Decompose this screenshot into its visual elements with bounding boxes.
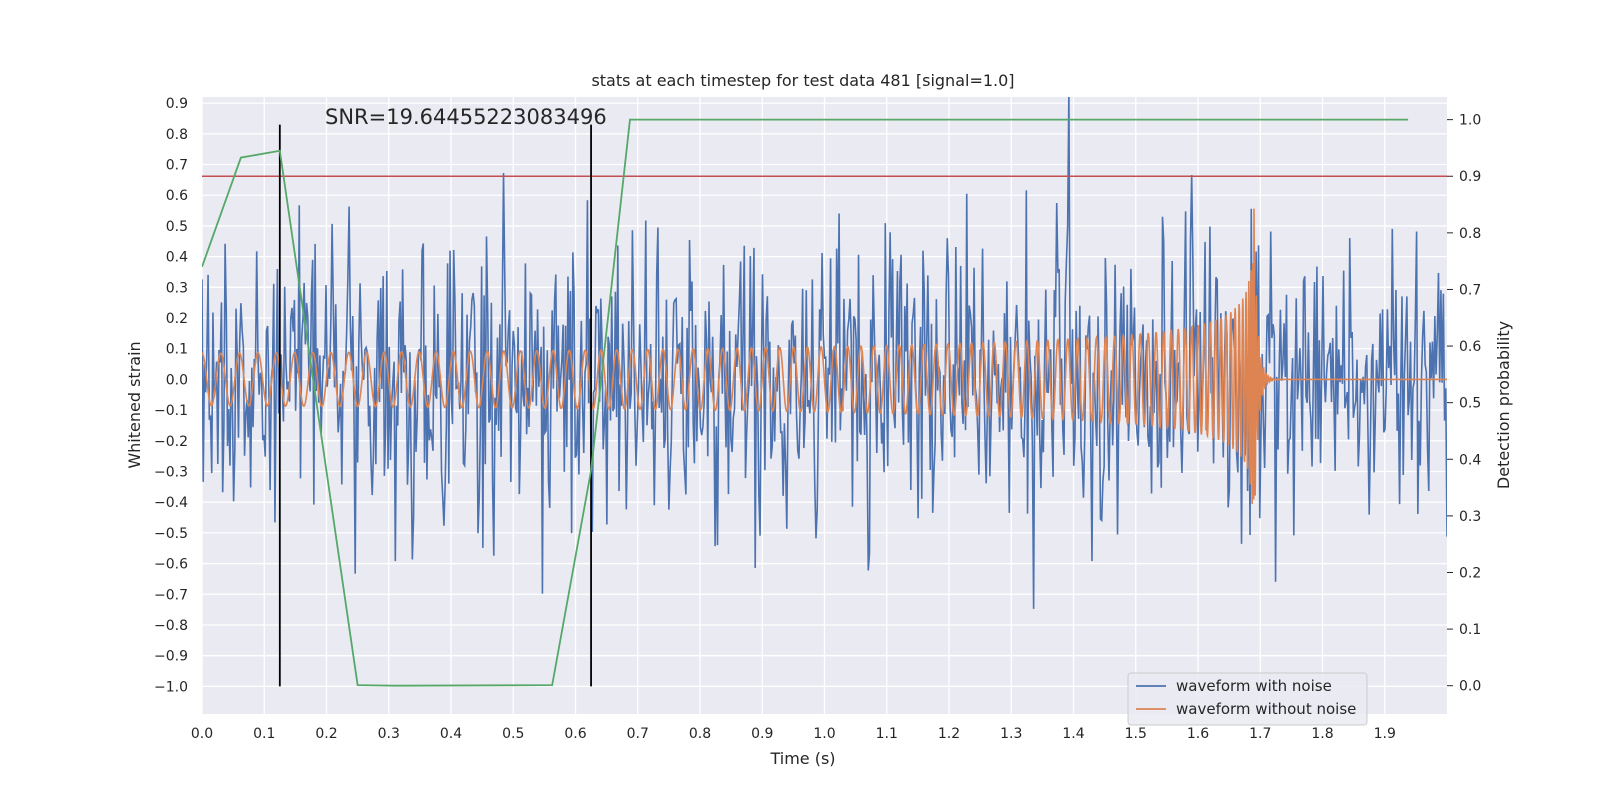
x-tick-label: 0.2 bbox=[315, 726, 337, 742]
y2-tick-label: 0.7 bbox=[1459, 282, 1481, 298]
y2-tick-label: 0.2 bbox=[1459, 565, 1481, 581]
grid bbox=[201, 97, 1447, 714]
legend-box bbox=[1127, 672, 1368, 726]
x-axis-label: Time (s) bbox=[769, 749, 835, 768]
x-tick-label: 0.4 bbox=[440, 726, 462, 742]
y-tick-label: 0.7 bbox=[166, 158, 188, 174]
y2-tick-label: 0.0 bbox=[1459, 679, 1481, 695]
y-tick-label: 0.2 bbox=[166, 311, 188, 327]
y2-tick-label: 0.9 bbox=[1459, 169, 1481, 185]
chart-title: stats at each timestep for test data 481… bbox=[591, 71, 1014, 90]
y-axis-ticks: 0.9 0.8 0.7 0.6 0.5 0.4 0.3 0.2 0.1 0.0 −0.1 −0.2 −0… bbox=[154, 96, 188, 695]
y-tick-label: −0.4 bbox=[154, 495, 188, 511]
x-tick-label: 1.9 bbox=[1374, 726, 1396, 742]
y2-tick-label: 0.8 bbox=[1459, 226, 1481, 242]
x-tick-label: 0.5 bbox=[502, 726, 524, 742]
y-tick-label: −0.8 bbox=[154, 618, 188, 634]
x-tick-label: 1.6 bbox=[1187, 726, 1209, 742]
x-tick-label: 1.2 bbox=[938, 726, 960, 742]
y-tick-label: −0.9 bbox=[154, 649, 188, 665]
y-tick-label: −0.1 bbox=[154, 403, 188, 419]
y-axis-label: Whitened strain bbox=[125, 341, 144, 468]
x-tick-label: 1.4 bbox=[1062, 726, 1084, 742]
y-tick-label: 0.8 bbox=[166, 127, 188, 143]
y-tick-label: 0.3 bbox=[166, 280, 188, 296]
y2-tick-label: 0.6 bbox=[1459, 339, 1481, 355]
y-tick-label: 0.4 bbox=[166, 250, 188, 266]
y2-tick-label: 0.5 bbox=[1459, 396, 1481, 412]
y-tick-label: 0.0 bbox=[166, 372, 188, 388]
y2-axis-ticks: 1.0 0.9 0.8 0.7 0.6 0.5 0.4 0.3 0.2 0.1 0.0 bbox=[1447, 113, 1481, 695]
vertical-markers bbox=[278, 124, 592, 687]
legend-label-waveform-without-noise: waveform without noise bbox=[1176, 700, 1356, 718]
y-tick-label: 0.6 bbox=[166, 188, 188, 204]
y-tick-label: 0.1 bbox=[166, 342, 188, 358]
x-tick-label: 0.8 bbox=[689, 726, 711, 742]
x-tick-label: 1.1 bbox=[876, 726, 898, 742]
y-tick-label: 0.9 bbox=[166, 96, 188, 112]
y2-tick-label: 0.1 bbox=[1459, 622, 1481, 638]
x-tick-label: 0.0 bbox=[191, 726, 213, 742]
y-tick-label: −0.5 bbox=[154, 526, 188, 542]
y-tick-label: −0.6 bbox=[154, 557, 188, 573]
y-tick-label: −0.3 bbox=[154, 464, 188, 480]
legend-label-waveform-with-noise: waveform with noise bbox=[1176, 677, 1332, 695]
y2-tick-label: 0.4 bbox=[1459, 452, 1481, 468]
y-tick-label: −1.0 bbox=[154, 679, 188, 695]
y2-axis-label: Detection probability bbox=[1494, 321, 1513, 489]
y-tick-label: −0.2 bbox=[154, 434, 188, 450]
x-tick-label: 1.7 bbox=[1249, 726, 1271, 742]
series-line-waveform-without-noise bbox=[202, 208, 1447, 504]
snr-annotation: SNR=19.64455223083496 bbox=[325, 105, 607, 129]
x-tick-label: 0.3 bbox=[378, 726, 400, 742]
x-tick-label: 0.7 bbox=[627, 726, 649, 742]
x-tick-label: 1.3 bbox=[1000, 726, 1022, 742]
y2-tick-label: 1.0 bbox=[1459, 113, 1481, 129]
detection-probability-line bbox=[202, 118, 1409, 687]
x-tick-label: 0.9 bbox=[751, 726, 773, 742]
x-tick-label: 1.5 bbox=[1125, 726, 1147, 742]
y-tick-label: 0.5 bbox=[166, 219, 188, 235]
y-tick-label: −0.7 bbox=[154, 587, 188, 603]
legend: waveform with noise waveform without noi… bbox=[1127, 672, 1368, 726]
x-axis-ticks: 0.0 0.1 0.2 0.3 0.4 0.5 0.6 0.7 0.8 0.9 1.0 1.1 1.2 1… bbox=[191, 726, 1396, 742]
x-tick-label: 0.6 bbox=[564, 726, 586, 742]
x-tick-label: 0.1 bbox=[253, 726, 275, 742]
x-tick-label: 1.8 bbox=[1311, 726, 1333, 742]
y2-tick-label: 0.3 bbox=[1459, 509, 1481, 525]
x-tick-label: 1.0 bbox=[813, 726, 835, 742]
